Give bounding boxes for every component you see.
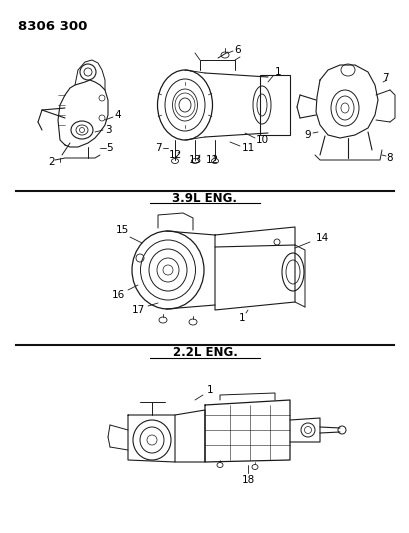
Text: 7: 7 <box>381 73 387 83</box>
Text: 1: 1 <box>274 67 281 77</box>
Text: 15: 15 <box>115 225 128 235</box>
Text: 4: 4 <box>115 110 121 120</box>
Bar <box>259 75 289 135</box>
Text: 8306 300: 8306 300 <box>18 20 87 33</box>
Text: 17: 17 <box>131 305 144 315</box>
Text: 14: 14 <box>315 233 328 243</box>
Text: 7: 7 <box>154 143 161 153</box>
Text: 3: 3 <box>104 125 111 135</box>
Text: 1: 1 <box>206 385 213 395</box>
Text: 5: 5 <box>106 143 113 153</box>
Text: 10: 10 <box>255 135 268 145</box>
Text: 2: 2 <box>49 157 55 167</box>
Text: 12: 12 <box>205 155 218 165</box>
Text: 13: 13 <box>188 155 201 165</box>
Text: 2.2L ENG.: 2.2L ENG. <box>172 346 237 359</box>
Text: 11: 11 <box>241 143 254 153</box>
Text: 1: 1 <box>238 313 245 323</box>
Text: 3.9L ENG.: 3.9L ENG. <box>172 192 237 205</box>
Text: 6: 6 <box>234 45 241 55</box>
Text: 12: 12 <box>168 150 181 160</box>
Text: 16: 16 <box>111 290 124 300</box>
Text: 18: 18 <box>241 475 254 485</box>
Text: 9: 9 <box>304 130 310 140</box>
Text: 8: 8 <box>386 153 392 163</box>
